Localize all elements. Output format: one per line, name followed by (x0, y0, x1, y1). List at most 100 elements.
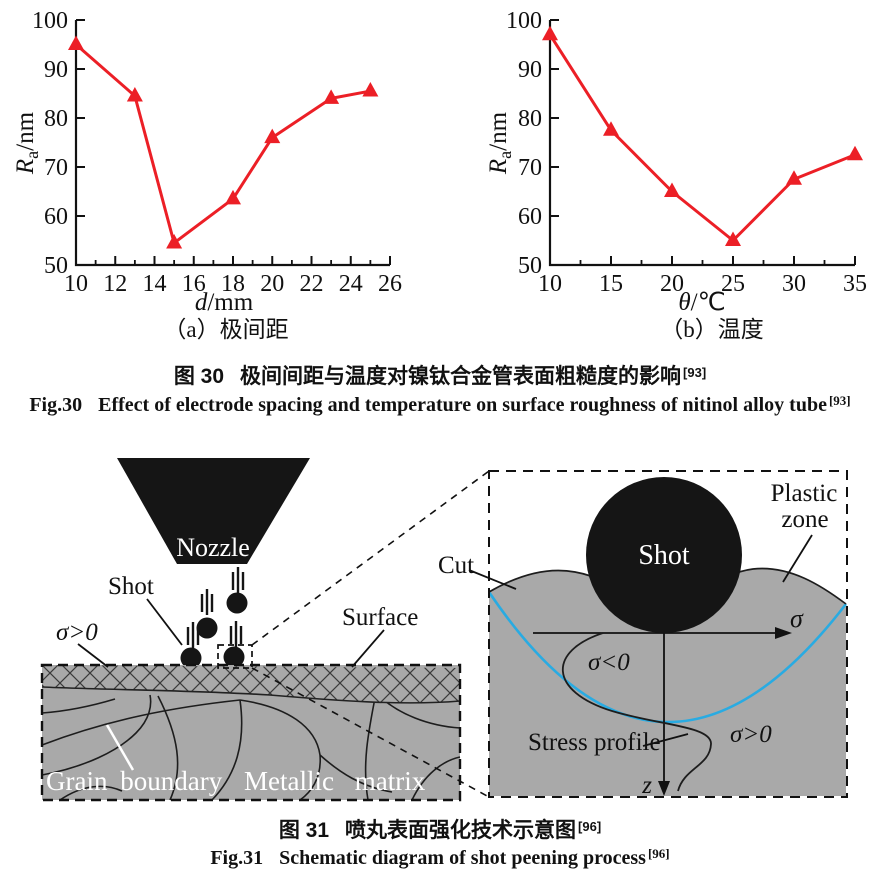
y-tick-label: 90 (518, 57, 542, 83)
x-axis-label: d/mm (195, 289, 254, 316)
surface-label: Surface (342, 604, 418, 631)
surface-band-boundary (41, 686, 461, 704)
data-marker-triangle (126, 86, 143, 102)
shot-leader-line (146, 598, 183, 646)
substrate-dashed-border (40, 663, 462, 802)
data-marker-triangle (786, 170, 802, 185)
cut-leader-line (468, 569, 517, 590)
data-marker-triangle (323, 89, 340, 104)
figure30-caption-cn-text: 极间间距与温度对镍钛合金管表面粗糙度的影响 (240, 365, 682, 388)
data-marker-triangle (264, 128, 281, 144)
data-marker-triangle (603, 121, 619, 136)
chart-electrode-spacing: 50 60 70 80 90 100 10 12 14 16 18 20 22 24 26 Ra/nm d/… (12, 8, 402, 342)
data-line (548, 33, 856, 242)
x-tick-label: 12 (103, 271, 127, 297)
shot-ball (196, 617, 218, 639)
y-tick-label: 90 (44, 57, 68, 83)
data-marker-triangle (542, 25, 558, 41)
x-axis-label: θ/℃ (678, 289, 725, 316)
subcaption-a: （a）极间距 (163, 317, 288, 342)
plot-area: 50 60 70 80 90 100 10 12 14 16 18 20 22 24 26 (32, 8, 402, 297)
x-tick-label: 14 (143, 271, 167, 297)
data-marker-triangle (225, 189, 241, 205)
shot-ball (180, 647, 202, 669)
figure30-caption-cn-label: 图 30 (173, 365, 225, 388)
stress-profile-leader-line (642, 733, 689, 747)
figure30-caption-en-text: Effect of electrode spacing and temperat… (98, 394, 827, 416)
inset-shot-ball (586, 477, 742, 633)
data-marker-triangle (68, 35, 84, 50)
inset-dashed-border (488, 470, 848, 798)
motion-lines-icon (186, 567, 245, 648)
y-tick-label: 50 (44, 253, 68, 279)
y-tick-label: 100 (32, 8, 68, 34)
y-tick-label: 70 (44, 155, 68, 181)
cut-label: Cut (438, 552, 474, 579)
x-tick-label: 10 (64, 271, 88, 297)
figure31-caption-cn: 图 31 喷丸表面强化技术示意图 [96] (0, 814, 880, 844)
grain-boundary-pointer (105, 724, 135, 771)
x-tick-label: 18 (221, 271, 245, 297)
figure30-caption-en-label: Fig.30 (29, 394, 83, 416)
axes (74, 20, 390, 267)
y-tick-label: 70 (518, 155, 542, 181)
data-marker-triangle (725, 231, 741, 246)
plastic-zone-leader-line (782, 534, 813, 583)
sigma-gt0-left-label: σ>0 (56, 619, 98, 646)
stress-profile-curve (561, 632, 712, 792)
stress-profile-label: Stress profile (528, 729, 661, 756)
y-axis-label: Ra/nm (485, 111, 515, 175)
plastic-zone-label-line1: Plastic (771, 480, 838, 507)
data-line (75, 43, 371, 245)
sigma-gt0-label: σ>0 (730, 721, 772, 748)
figure31-caption-en: Fig.31 Schematic diagram of shot peening … (0, 846, 880, 870)
x-tick-label: 20 (660, 271, 684, 297)
chart-temperature: 50 60 70 80 90 100 10 15 20 25 30 35 Ra/nm θ/℃ （b）温… (485, 8, 867, 342)
x-tick-label: 24 (339, 271, 363, 297)
axes (548, 20, 855, 267)
x-tick-label: 10 (538, 271, 562, 297)
z-axis-label: z (641, 772, 652, 799)
shot-peening-diagram: Nozzle Grain boundary Metallic matrix Sh… (40, 458, 848, 802)
figure31-caption-en-label: Fig.31 (210, 847, 264, 869)
x-tick-label: 26 (378, 271, 402, 297)
sigma-axis-arrowhead-icon (775, 627, 792, 639)
x-tick-label: 20 (260, 271, 284, 297)
data-marker-triangle (664, 182, 680, 197)
y-tick-label: 60 (518, 204, 542, 230)
shot-ball (226, 592, 248, 614)
grain-boundary-lines (41, 692, 461, 801)
figure31-caption-cn-text: 喷丸表面强化技术示意图 (345, 819, 577, 842)
x-tick-label: 16 (182, 271, 206, 297)
figure31-caption-en-text: Schematic diagram of shot peening proces… (279, 847, 646, 869)
zoom-connector-lines (251, 470, 490, 798)
nozzle-shape (117, 458, 310, 564)
shot-ball (223, 646, 245, 668)
x-tick-label: 35 (843, 271, 867, 297)
surface-leader-line (351, 629, 385, 668)
hardened-surface-band (42, 665, 460, 703)
x-tick-label: 22 (300, 271, 324, 297)
x-tick-label: 15 (599, 271, 623, 297)
y-tick-label: 80 (44, 106, 68, 132)
y-tick-label: 80 (518, 106, 542, 132)
data-marker-triangle (362, 82, 379, 97)
figure30-caption-en-ref: [93] (828, 393, 851, 408)
inset-plastic-zone-region (489, 568, 846, 796)
y-tick-label: 60 (44, 204, 68, 230)
figure30-caption-cn-ref: [93] (683, 365, 707, 380)
figure31-caption-cn-label: 图 31 (278, 819, 330, 842)
sigma-gt0-leader-line (77, 643, 109, 668)
figure30-caption-en: Fig.30 Effect of electrode spacing and te… (0, 393, 880, 417)
z-axis-arrowhead-icon (658, 781, 670, 796)
metallic-matrix-label: Metallic matrix (244, 766, 426, 796)
subcaption-b: （b）温度 (660, 317, 764, 342)
x-tick-label: 25 (721, 271, 745, 297)
inset-shot-label: Shot (638, 540, 690, 571)
nozzle-label: Nozzle (176, 533, 250, 562)
shot-label: Shot (108, 573, 154, 600)
x-tick-label: 30 (782, 271, 806, 297)
figure30-caption-cn: 图 30 极间间距与温度对镍钛合金管表面粗糙度的影响 [93] (0, 360, 880, 390)
plastic-zone-label-line2: zone (781, 506, 828, 533)
